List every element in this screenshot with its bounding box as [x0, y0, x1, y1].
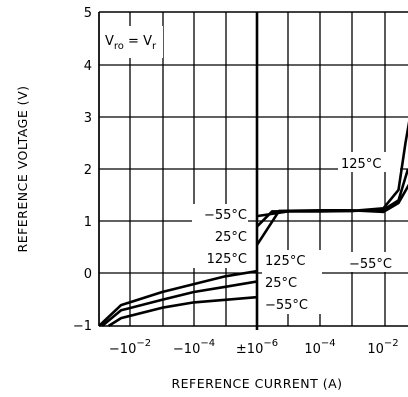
y-tick-label: 1 [84, 215, 92, 230]
series-line [101, 280, 258, 328]
y-tick-labels: 5 4 3 2 1 0 −1 [73, 6, 92, 334]
series-line [107, 295, 258, 328]
series-line [98, 269, 258, 327]
temp-label: 125°C [207, 252, 247, 267]
y-tick-label: −1 [73, 319, 92, 334]
temp-label: 25°C [215, 230, 247, 245]
y-tick-label: 4 [84, 59, 92, 74]
y-tick-label: 2 [84, 163, 92, 178]
svg-text:Vro = Vr: Vro = Vr [105, 34, 157, 52]
y-axis-title: REFERENCE VOLTAGE (V) [15, 86, 30, 253]
y-tick-label: 3 [84, 111, 92, 126]
x-axis-title: REFERENCE CURRENT (A) [171, 376, 342, 391]
x-tick-label: −10−4 [173, 338, 215, 357]
temp-label: 125°C [341, 157, 381, 172]
series-line [255, 183, 408, 246]
grid [98, 12, 408, 326]
x-tick-label: ±10−6 [236, 338, 278, 357]
y-tick-label: 0 [84, 267, 92, 282]
y-tick-label: 5 [84, 6, 92, 21]
plot-frame [98, 11, 408, 330]
temp-label: −55°C [204, 208, 247, 223]
temp-label: 125°C [265, 254, 305, 269]
temp-label: −55°C [349, 257, 392, 272]
x-tick-label: 10−2 [367, 338, 398, 357]
x-tick-labels: −10−2 −10−4 ±10−6 10−4 10−2 [109, 338, 399, 357]
x-tick-label: −10−2 [109, 338, 151, 357]
temp-label: −55°C [265, 298, 308, 313]
curves [98, 120, 408, 328]
temp-label: 25°C [265, 276, 297, 291]
x-tick-label: 10−4 [304, 338, 335, 357]
condition-label: Vro = Vr [101, 26, 163, 58]
temperature-annotations: −55°C 25°C 125°C 125°C 25°C −55°C 125°C … [192, 152, 408, 314]
